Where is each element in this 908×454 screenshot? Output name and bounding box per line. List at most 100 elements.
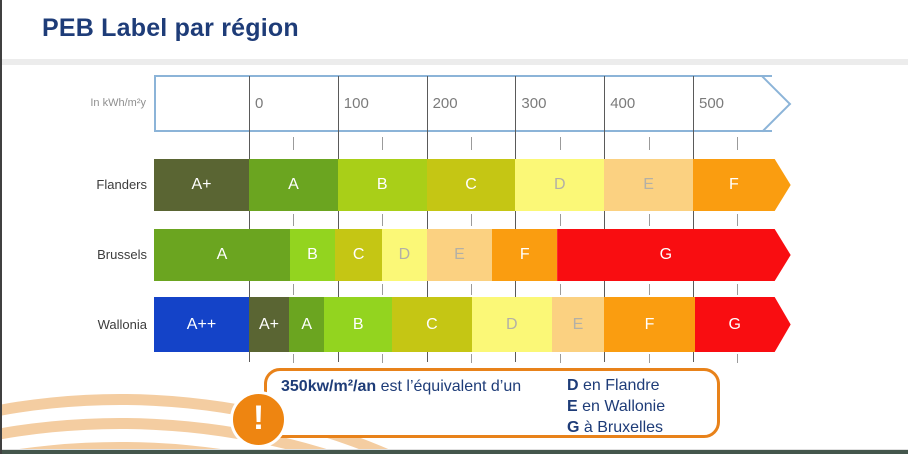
page-title: PEB Label par région <box>42 14 299 42</box>
gridline-midtick <box>471 284 472 295</box>
gridline-major <box>426 76 428 362</box>
peb-segment: A+ <box>249 297 289 352</box>
peb-segment: G <box>695 297 791 352</box>
gridline-midtick <box>648 214 650 226</box>
gridline-midtick <box>648 137 650 150</box>
gridline-midtick <box>648 284 650 295</box>
gridline-midtick <box>471 354 472 363</box>
gridline-midtick <box>559 284 561 295</box>
gridline-midtick <box>293 354 295 363</box>
peb-segment-label: C <box>426 315 438 333</box>
peb-segment-label: A <box>216 246 228 263</box>
gridline-midtick <box>382 284 384 295</box>
gridline-midtick <box>559 214 561 226</box>
peb-segment: D <box>382 229 427 281</box>
gridline-major <box>604 76 606 362</box>
peb-segment: A+ <box>153 159 249 211</box>
peb-segment-label: A++ <box>186 315 217 333</box>
gridline-midtick <box>293 214 295 226</box>
peb-segment-label: G <box>728 315 741 333</box>
axis-tick-label: 500 <box>699 95 725 112</box>
peb-segment-label: A <box>288 176 299 193</box>
gridline-midtick <box>737 284 739 295</box>
axis-tick-label: 0 <box>255 95 264 112</box>
peb-segment: F <box>604 297 695 352</box>
peb-segment-label: F <box>728 176 739 193</box>
peb-segment-label: B <box>376 176 388 193</box>
peb-segment-label: A+ <box>258 315 279 333</box>
peb-segment: F <box>693 159 791 211</box>
peb-segment: A <box>249 159 338 211</box>
peb-segment-label: B <box>307 246 318 263</box>
gridline-midtick <box>382 214 384 226</box>
peb-segment-label: E <box>572 315 584 333</box>
peb-segment: E <box>604 159 693 211</box>
peb-segment-label: D <box>554 176 566 193</box>
axis-unit-label: In kWh/m²y <box>90 97 146 109</box>
equivalent-line: D en Flandre <box>567 377 660 394</box>
peb-segment: B <box>289 229 336 281</box>
peb-segment-label: D <box>506 315 518 333</box>
equivalent-line: E en Wallonie <box>567 398 666 415</box>
gridline-midtick <box>382 354 384 363</box>
peb-segment-label: A <box>301 315 313 333</box>
peb-segment: A <box>153 229 290 281</box>
callout-equivalents: D en Flandre E en Wallonie G à Bruxelles <box>567 375 665 438</box>
axis-tick-label: 100 <box>343 95 369 112</box>
peb-segment: D <box>471 297 552 352</box>
callout-lead-value: 350kw/m²/an <box>281 378 377 395</box>
peb-segment: E <box>551 297 605 352</box>
callout-lead-text: 350kw/m²/an est l’équivalent d’un <box>281 378 521 396</box>
gridline-major <box>249 76 250 362</box>
gridline-midtick <box>559 354 561 363</box>
region-label: Wallonia <box>97 317 147 332</box>
peb-segment: C <box>335 229 383 281</box>
peb-segment-label: B <box>352 315 364 333</box>
peb-segment: E <box>426 229 493 281</box>
gridline-major <box>337 76 339 362</box>
peb-segment-label: D <box>398 246 411 263</box>
peb-segment: F <box>492 229 558 281</box>
peb-segment-label: F <box>644 315 655 333</box>
callout-box: 350kw/m²/an est l’équivalent d’un D en F… <box>264 368 720 438</box>
exclamation-icon: ! <box>230 391 287 448</box>
region-label: Brussels <box>97 247 147 262</box>
gridline-midtick <box>293 137 295 150</box>
peb-segment-label: G <box>659 246 673 263</box>
axis-tick-label: 300 <box>521 95 547 112</box>
peb-segment-label: E <box>454 246 465 263</box>
region-label: Flanders <box>96 177 147 192</box>
peb-segment: G <box>557 229 791 281</box>
gridline-midtick <box>382 137 384 150</box>
peb-segment: A++ <box>153 297 249 352</box>
gridline-midtick <box>737 137 739 150</box>
gridline-midtick <box>737 214 739 226</box>
gridline-major <box>515 76 517 362</box>
gridline-midtick <box>559 137 561 150</box>
peb-segment: D <box>515 159 605 211</box>
bottom-accent-bar <box>2 449 908 454</box>
peb-segment: C <box>391 297 472 352</box>
axis-tick-label: 400 <box>610 95 636 112</box>
peb-segment: A <box>288 297 325 352</box>
callout-lead-rest: est l’équivalent d’un <box>376 378 522 395</box>
peb-segment: B <box>324 297 392 352</box>
peb-segment: B <box>337 159 427 211</box>
gridline-midtick <box>471 137 472 150</box>
peb-segment: C <box>426 159 516 211</box>
peb-segment-label: C <box>352 246 365 263</box>
equivalent-line: G à Bruxelles <box>567 419 664 436</box>
gridline-midtick <box>737 354 739 363</box>
peb-segment-label: A+ <box>191 176 212 193</box>
gridline-major <box>693 76 694 362</box>
gridline-midtick <box>293 284 295 295</box>
gridline-midtick <box>471 214 472 226</box>
header-divider <box>2 59 908 65</box>
peb-segment-label: F <box>519 246 530 263</box>
axis-tick-label: 200 <box>432 95 458 112</box>
gridline-midtick <box>648 354 650 363</box>
peb-segment-label: C <box>465 176 477 193</box>
axis-scale-box <box>154 75 772 132</box>
